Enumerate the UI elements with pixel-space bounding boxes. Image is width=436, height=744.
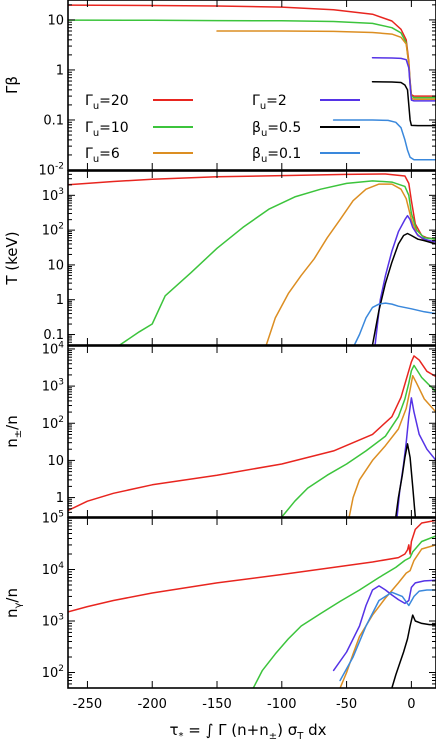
legend-item-G2: Γu=2 <box>252 93 360 112</box>
series-line-G6 <box>348 374 436 517</box>
series-line-G2 <box>374 214 436 345</box>
series-line-G20 <box>68 519 436 613</box>
x-tick-label: -150 <box>202 697 232 712</box>
plot-frame <box>67 517 436 689</box>
series-line-G6 <box>339 544 436 688</box>
y-tick-label: 102 <box>42 222 64 239</box>
x-tick-label: 0 <box>407 697 415 712</box>
y-axis-label: nγ/n <box>3 588 24 618</box>
legend-label: Γu=6 <box>85 146 120 165</box>
legend-item-G20: Γu=20 <box>85 93 193 112</box>
panel-photon-density: 102 103 104 105 nγ/n <box>3 510 436 689</box>
y-tick-label: 10 <box>47 258 64 273</box>
legend-item-b05: βu=0.5 <box>252 120 360 139</box>
y-tick-label: 10 <box>47 13 64 28</box>
y-tick-label: 102 <box>42 664 64 681</box>
legend-label: Γu=20 <box>85 93 129 112</box>
series-line-G2 <box>371 57 436 102</box>
y-tick-label: 103 <box>42 612 64 629</box>
series-line-G6 <box>216 30 436 100</box>
y-ticks <box>68 0 436 171</box>
legend-item-G10: Γu=10 <box>85 120 193 139</box>
y-tick-label: 102 <box>42 415 64 432</box>
legend-label: Γu=2 <box>252 93 287 112</box>
series-line-b01 <box>332 119 436 161</box>
series-line-G6 <box>265 183 436 345</box>
series-line-G10 <box>281 364 436 517</box>
panel-pair-density: 1 10 102 103 104 n±/n <box>3 340 436 518</box>
y-tick-label: 10 <box>47 454 64 469</box>
legend-label: βu=0.1 <box>252 146 301 165</box>
y-tick-label: 1 <box>56 491 64 506</box>
series-line-b05 <box>371 81 436 127</box>
series-group <box>68 355 436 517</box>
series-line-b01 <box>339 589 436 682</box>
y-tick-label: 104 <box>42 561 65 578</box>
legend: Γu=20 Γu=10 Γu=6 Γu=2 βu=0.5 βu=0.1 <box>85 93 360 165</box>
series-group <box>68 173 436 345</box>
plot-frame <box>67 170 436 346</box>
series-line-b05 <box>371 232 436 345</box>
panels: 10-2 0.1 1 10 Γβ 0.1 1 10 102 103 T (keV) 1 10 102 103… <box>3 0 436 689</box>
series-line-G10 <box>252 535 436 688</box>
y-axis-label: Γβ <box>3 76 21 94</box>
panel-gamma-beta: 10-2 0.1 1 10 Γβ <box>3 0 436 179</box>
series-line-G2 <box>332 579 436 672</box>
y-ticks <box>68 346 436 518</box>
series-group <box>68 4 436 161</box>
y-tick-label: 10-2 <box>38 162 64 179</box>
y-tick-label: 1 <box>56 63 64 78</box>
series-line-b05 <box>391 614 436 688</box>
legend-item-b01: βu=0.1 <box>252 146 360 165</box>
series-line-G10 <box>119 180 436 345</box>
y-tick-label: 104 <box>42 340 65 357</box>
y-ticks <box>68 170 436 346</box>
panel-temperature: 0.1 1 10 102 103 T (keV) <box>3 170 436 346</box>
x-axis-label: τ* = ∫ Γ (n+n±) σT dx <box>169 721 326 742</box>
series-line-b05 <box>395 443 417 517</box>
x-tick-label: -200 <box>137 697 167 712</box>
legend-label: Γu=10 <box>85 120 129 139</box>
y-tick-label: 105 <box>42 510 64 527</box>
x-axis: -250 -200 -150 -100 -50 0 τ* = ∫ Γ (n+n±) σT d… <box>73 697 416 742</box>
legend-item-G6: Γu=6 <box>85 146 193 165</box>
y-ticks <box>68 517 436 689</box>
y-tick-label: 0.1 <box>43 328 64 343</box>
legend-label: βu=0.5 <box>252 120 301 139</box>
y-axis-label: T (keV) <box>3 231 21 285</box>
y-tick-label: 0.1 <box>43 113 64 128</box>
y-axis-label: n±/n <box>3 415 24 447</box>
series-line-b01 <box>353 302 436 345</box>
x-tick-label: -100 <box>267 697 297 712</box>
y-tick-label: 1 <box>56 293 64 308</box>
x-tick-label: -50 <box>336 697 357 712</box>
y-tick-label: 103 <box>42 378 64 395</box>
series-group <box>68 519 436 688</box>
series-line-G20 <box>68 355 436 512</box>
x-tick-label: -250 <box>73 697 103 712</box>
y-tick-label: 103 <box>42 187 64 204</box>
